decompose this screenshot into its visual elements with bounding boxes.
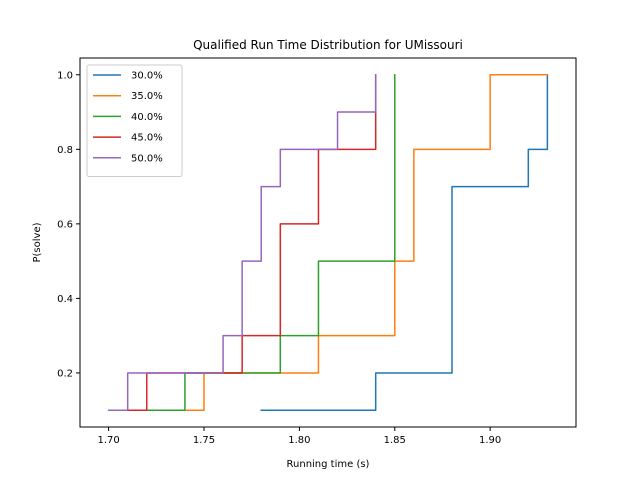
axes-frame bbox=[79, 57, 577, 428]
y-tick-label: 1.0 bbox=[57, 70, 73, 81]
series-line bbox=[146, 74, 396, 411]
x-tick-label: 1.90 bbox=[479, 435, 501, 446]
legend-label: 45.0% bbox=[131, 133, 163, 144]
x-axis-label: Running time (s) bbox=[287, 459, 370, 470]
series-line bbox=[260, 74, 549, 411]
y-axis-label: P(solve) bbox=[32, 222, 43, 262]
legend: 30.0% 35.0% 40.0% 45.0% 50.0% bbox=[86, 64, 183, 177]
legend-label: 35.0% bbox=[131, 91, 163, 102]
y-tick-label: 0.6 bbox=[57, 219, 73, 230]
x-tick-label: 1.85 bbox=[384, 435, 406, 446]
x-tick-label: 1.80 bbox=[288, 435, 310, 446]
chart-title: Qualified Run Time Distribution for UMis… bbox=[193, 38, 463, 52]
y-axis-ticks: 0.2 0.4 0.6 0.8 1.0 bbox=[57, 70, 80, 379]
y-tick-label: 0.4 bbox=[57, 294, 73, 305]
x-axis-ticks: 1.70 1.75 1.80 1.85 1.90 bbox=[97, 427, 501, 446]
y-tick-label: 0.8 bbox=[57, 145, 73, 156]
legend-box bbox=[86, 64, 183, 177]
x-tick-label: 1.75 bbox=[193, 435, 215, 446]
series-line bbox=[107, 74, 377, 411]
series-layer bbox=[107, 74, 549, 411]
legend-label: 40.0% bbox=[131, 112, 163, 123]
x-tick-label: 1.70 bbox=[97, 435, 119, 446]
legend-label: 50.0% bbox=[131, 153, 163, 164]
y-tick-label: 0.2 bbox=[57, 368, 73, 379]
plot-area bbox=[79, 57, 577, 428]
legend-label: 30.0% bbox=[131, 71, 163, 82]
